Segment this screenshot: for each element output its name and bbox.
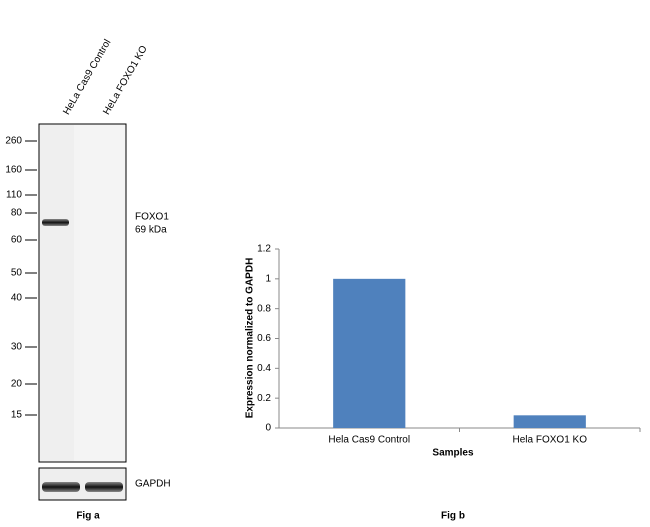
y-tick-label: 0 [265, 423, 271, 434]
bar [513, 415, 586, 428]
loading-label: GAPDH [135, 479, 171, 490]
y-tick-label: 1.2 [257, 244, 271, 255]
band-size: 69 kDa [135, 225, 167, 236]
y-tick-label: 0.2 [257, 393, 271, 404]
caption: Fig a [76, 511, 100, 522]
y-tick-label: 0.6 [257, 333, 271, 344]
x-tick-label: Hela FOXO1 KO [513, 435, 588, 446]
marker-label: 30 [11, 342, 23, 353]
x-axis-label: Samples [432, 448, 474, 459]
lane-label: HeLa FOXO1 KO [101, 44, 150, 117]
x-tick-label: Hela Cas9 Control [328, 435, 410, 446]
gapdh-band [85, 482, 123, 492]
marker-label: 40 [11, 293, 23, 304]
foxo1-band [42, 219, 69, 226]
marker-label: 60 [11, 235, 23, 246]
marker-label: 160 [5, 165, 22, 176]
y-tick-label: 0.4 [257, 363, 271, 374]
lane [40, 125, 74, 461]
marker-label: 110 [6, 190, 22, 201]
marker-label: 20 [11, 379, 23, 390]
band-label: FOXO1 [135, 212, 169, 223]
marker-label: 80 [11, 208, 23, 219]
y-axis-label: Expression normalized to GAPDH [245, 258, 256, 419]
gapdh-band [42, 482, 80, 492]
marker-label: 15 [11, 410, 23, 421]
y-tick-label: 0.8 [257, 303, 271, 314]
y-tick-label: 1 [265, 273, 271, 284]
bar [333, 278, 406, 428]
marker-label: 260 [5, 136, 22, 147]
marker-label: 50 [11, 268, 23, 279]
caption: Fig b [441, 511, 465, 522]
